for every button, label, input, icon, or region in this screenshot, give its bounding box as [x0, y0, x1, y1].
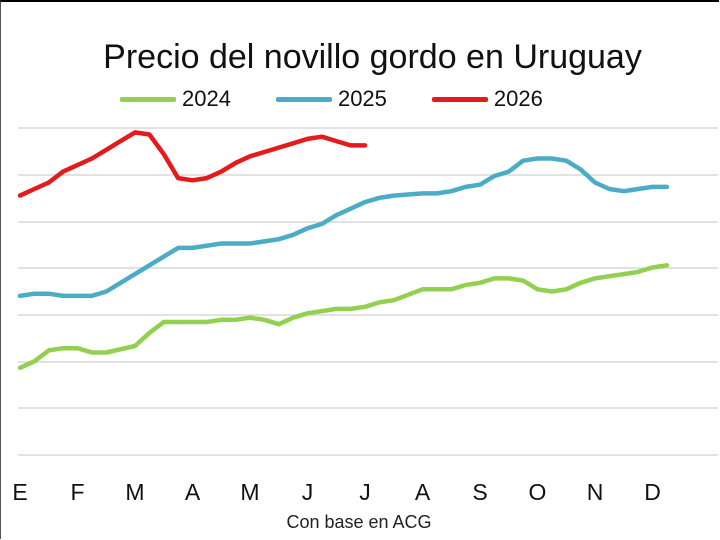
x-tick-label: M — [240, 479, 259, 505]
x-tick-label: J — [302, 479, 314, 505]
x-tick-label: D — [644, 479, 661, 505]
legend-item-2024: 2024 — [120, 86, 231, 112]
x-tick-label: O — [529, 479, 547, 505]
legend-swatch-2026 — [431, 96, 488, 102]
series-line-2025 — [17, 156, 670, 299]
x-tick-label: J — [359, 479, 371, 505]
legend-item-2025: 2025 — [275, 86, 387, 112]
x-tick-label: F — [70, 479, 84, 505]
legend-swatch-2025 — [275, 96, 332, 102]
legend-swatch-2024 — [120, 96, 176, 102]
x-tick-label: A — [185, 479, 201, 505]
chart-legend: 2024 2025 2026 — [120, 86, 588, 112]
legend-label-2026: 2026 — [493, 86, 543, 111]
legend-label-2024: 2024 — [182, 86, 231, 111]
source-note: Con base en ACG — [286, 512, 432, 532]
legend-item-2026: 2026 — [431, 86, 543, 112]
x-tick-label: M — [125, 479, 144, 505]
series-line-2026 — [17, 130, 368, 198]
x-tick-label: N — [587, 479, 604, 505]
x-tick-label: S — [472, 479, 487, 505]
legend-label-2025: 2025 — [337, 86, 387, 111]
x-tick-label: E — [12, 479, 27, 505]
chart-title: Precio del novillo gordo en Uruguay — [103, 38, 642, 76]
series-line-2024 — [17, 263, 670, 371]
x-tick-label: A — [415, 479, 431, 505]
